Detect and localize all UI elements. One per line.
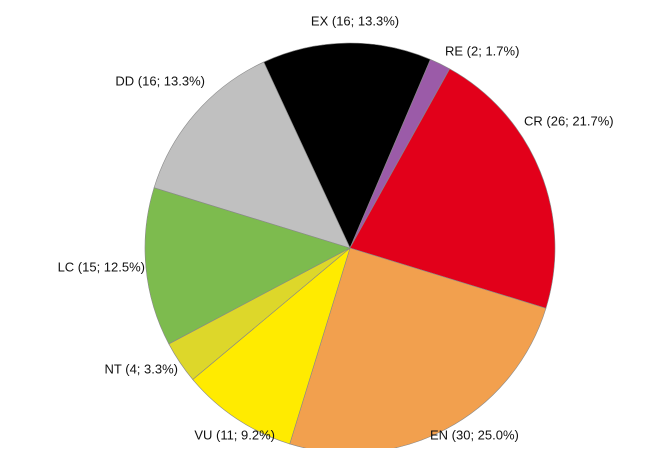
slice-label: NT (4; 3.3%) (105, 361, 178, 376)
pie-slice (192, 247, 351, 445)
slice-label: CR (26; 21.7%) (524, 113, 614, 128)
pie-slice (263, 42, 431, 249)
pie-slice (153, 61, 351, 249)
slice-label: RE (2; 1.7%) (445, 43, 519, 58)
slice-label: VU (11; 9.2%) (194, 427, 275, 442)
pie-slice (144, 187, 351, 345)
slice-label: EX (16; 13.3%) (311, 13, 399, 28)
slice-label: LC (15; 12.5%) (58, 259, 145, 274)
slice-label: EN (30; 25.0%) (430, 427, 519, 442)
slice-label: DD (16; 13.3%) (115, 73, 205, 88)
pie-slice (349, 68, 556, 309)
